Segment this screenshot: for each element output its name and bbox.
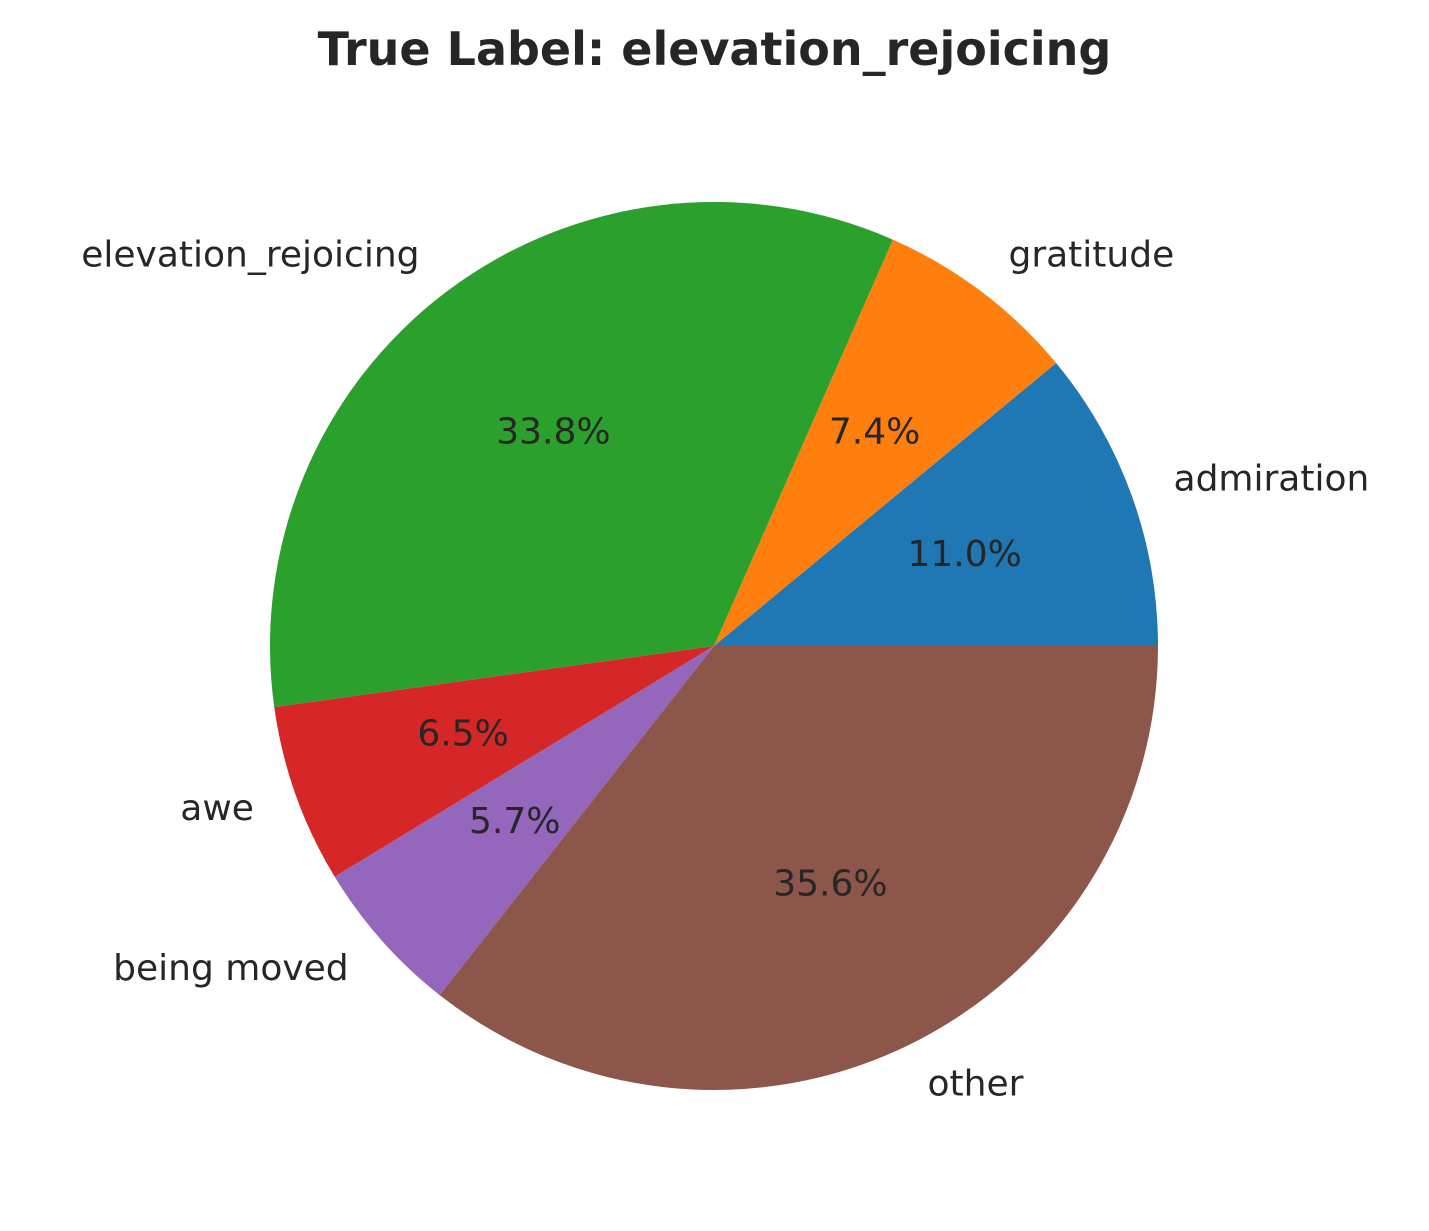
slice-label-gratitude: gratitude (1008, 234, 1174, 275)
slice-percent-awe: 6.5% (417, 713, 508, 754)
slice-percent-other: 35.6% (773, 864, 887, 905)
slice-label-being-moved: being moved (113, 948, 349, 989)
slice-label-elevation-rejoicing: elevation_rejoicing (81, 234, 419, 275)
slice-label-admiration: admiration (1174, 459, 1370, 500)
pie-slice-other (439, 646, 1159, 1091)
pie-slice-elevation-rejoicing (269, 202, 893, 708)
pie-slice-being-moved (334, 646, 714, 996)
slice-label-other: other (927, 1063, 1023, 1104)
slice-label-awe: awe (180, 788, 254, 829)
slice-percent-admiration: 11.0% (907, 534, 1021, 575)
pie-slice-admiration (714, 362, 1158, 646)
slice-percent-elevation-rejoicing: 33.8% (496, 411, 610, 452)
chart-title: True Label: elevation_rejoicing (317, 22, 1112, 76)
slice-percent-being-moved: 5.7% (469, 801, 560, 842)
slice-percent-gratitude: 7.4% (829, 411, 920, 452)
pie-slice-awe (274, 646, 714, 877)
pie-slice-gratitude (714, 239, 1057, 646)
